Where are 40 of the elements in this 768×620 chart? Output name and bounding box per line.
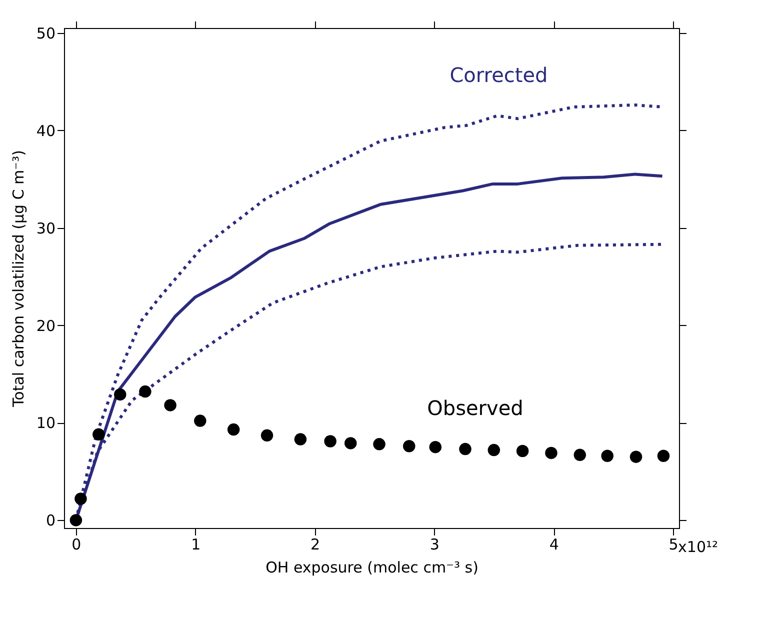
point [164,399,176,412]
x-tick-label: 1 [191,536,201,554]
y-tick-label: 0 [46,512,56,530]
text: x10¹² [678,538,718,556]
point [574,448,586,462]
point [601,450,614,462]
y-tick-label: 40 [36,122,56,140]
x-tick-label: 2 [310,536,320,554]
point [114,388,126,401]
y-tick-label: 20 [36,316,56,335]
point [324,435,336,448]
series-label: Observed [427,396,524,420]
y-axis-title: Total carbon volatilized (μg C m⁻³) [9,150,28,408]
point [657,450,670,462]
point [630,450,642,463]
point [74,492,87,505]
point [459,442,472,456]
point [545,446,558,460]
point [402,440,416,452]
x-axis-title: OH exposure (molec cm⁻³ s) [266,558,478,576]
x-tick-label: 4 [549,536,559,554]
point [516,444,529,458]
point [260,429,274,442]
point [344,437,357,450]
text: Corrected [450,62,548,87]
point [488,444,500,456]
point [139,385,152,398]
point [373,438,386,450]
x-tick-label: 5 [668,536,678,554]
point [92,428,105,441]
point [70,514,82,526]
point [227,423,240,436]
y-tick-label: 10 [36,414,56,432]
x-tick-label: 3 [430,536,440,554]
point [429,440,442,454]
y-tick-label: 30 [36,219,56,238]
y-tick-label: 50 [36,24,56,42]
point [294,433,307,446]
x-tick-label: 0 [72,536,82,554]
point [194,414,206,427]
